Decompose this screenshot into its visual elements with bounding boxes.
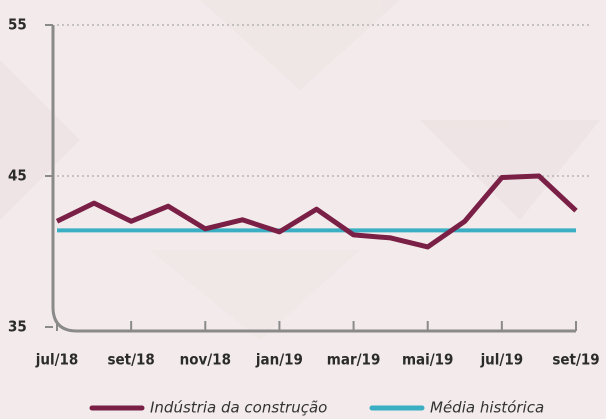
x-tick-label: set/19 <box>552 351 599 369</box>
x-tick-label: jan/19 <box>255 351 303 369</box>
legend-label: Média histórica <box>430 399 544 417</box>
x-tick-label: set/18 <box>107 351 154 369</box>
x-tick-label: jul/19 <box>480 351 524 369</box>
axis <box>51 25 576 333</box>
x-tick-label: mai/19 <box>402 351 454 369</box>
y-tick-label: 45 <box>8 167 27 185</box>
x-tick-label: mar/19 <box>327 351 381 369</box>
data-line <box>55 173 578 250</box>
y-tick-label: 55 <box>8 16 27 34</box>
x-tick-label: nov/18 <box>180 351 231 369</box>
legend-label: Indústria da construção <box>150 399 327 417</box>
y-tick-label: 35 <box>8 318 27 336</box>
background-pattern <box>0 0 600 340</box>
x-tick-label: jul/18 <box>35 351 79 369</box>
